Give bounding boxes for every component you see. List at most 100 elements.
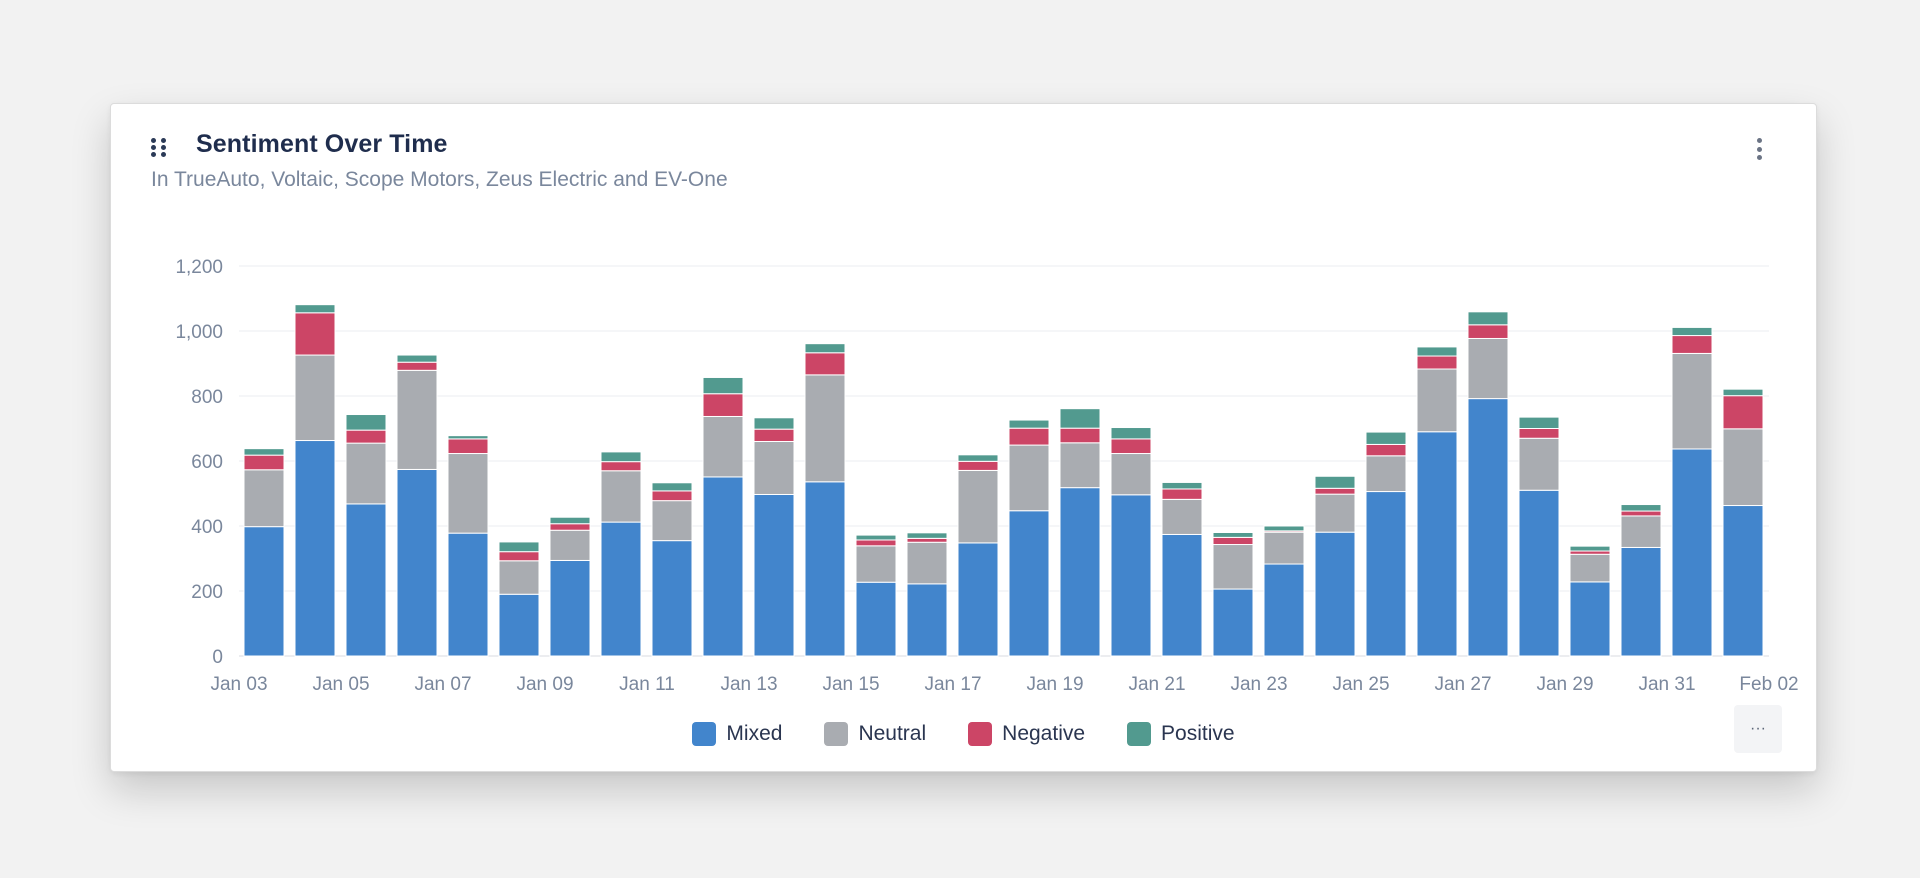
- legend-label: Positive: [1161, 722, 1235, 745]
- x-tick-label: Jan 19: [1026, 674, 1083, 695]
- bar-segment-mixed: [1467, 398, 1509, 657]
- bar-segment-mixed: [1671, 448, 1713, 657]
- bar-segment-positive: [1467, 311, 1509, 326]
- bar-segment-neutral: [702, 415, 744, 478]
- y-tick-label: 200: [191, 582, 223, 603]
- bar-segment-positive: [1518, 416, 1560, 429]
- bar-segment-negative: [906, 537, 948, 543]
- x-tick-label: Jan 03: [210, 674, 267, 695]
- bar-segment-positive: [753, 417, 795, 430]
- bar-segment-neutral: [1467, 337, 1509, 400]
- bar-segment-positive: [1365, 431, 1407, 445]
- bar-segment-neutral: [447, 453, 489, 534]
- bar-segment-negative: [1365, 443, 1407, 457]
- bar-segment-negative: [1467, 324, 1509, 339]
- bar-segment-mixed: [1365, 491, 1407, 657]
- bar-segment-neutral: [1212, 544, 1254, 590]
- bar-segment-mixed: [1620, 546, 1662, 657]
- legend-swatch: [692, 722, 717, 746]
- bar-segment-negative: [1059, 427, 1101, 444]
- bar-segment-positive: [345, 414, 387, 431]
- bar-segment-negative: [651, 490, 693, 502]
- y-tick-label: 600: [191, 452, 223, 473]
- bar-segment-positive: [1263, 525, 1305, 532]
- bar-segment-positive: [243, 448, 285, 456]
- bar-segment-positive: [1059, 408, 1101, 429]
- chart-legend: Mixed Neutral Negative Positive: [111, 722, 1816, 746]
- bar-segment-positive: [957, 454, 999, 462]
- bar-segment-neutral: [294, 354, 336, 442]
- x-tick-label: Jan 25: [1332, 674, 1389, 695]
- legend-item-positive[interactable]: Positive: [1127, 722, 1235, 746]
- bar-segment-neutral: [906, 541, 948, 585]
- bar-segment-mixed: [243, 526, 285, 657]
- bar-segment-negative: [396, 361, 438, 371]
- bar-segment-positive: [804, 343, 846, 354]
- legend-item-negative[interactable]: Negative: [968, 722, 1085, 746]
- bar-segment-mixed: [906, 583, 948, 657]
- bar-segment-mixed: [651, 540, 693, 657]
- bar-segment-negative: [345, 429, 387, 444]
- x-tick-label: Jan 17: [924, 674, 981, 695]
- bar-segment-neutral: [1161, 498, 1203, 535]
- y-tick-label: 1,200: [175, 257, 223, 278]
- bar-segment-negative: [600, 461, 642, 472]
- sentiment-stacked-bar-chart: 0 200 400 600 800 1,000 1,200 Jan 03 Jan 05 Jan 0…: [175, 257, 1798, 695]
- bar-segment-mixed: [1722, 505, 1764, 657]
- card-subtitle: In TrueAuto, Voltaic, Scope Motors, Zeus…: [151, 168, 728, 191]
- bar-segment-positive: [906, 532, 948, 539]
- bar-segment-positive: [396, 354, 438, 363]
- bar-segment-neutral: [753, 441, 795, 495]
- bar-segment-mixed: [957, 542, 999, 657]
- bar-segment-negative: [702, 393, 744, 417]
- x-tick-label: Jan 15: [822, 674, 879, 695]
- bar-segment-neutral: [1518, 437, 1560, 491]
- bar-segment-negative: [804, 352, 846, 376]
- bar-segment-negative: [243, 454, 285, 471]
- drag-handle-icon[interactable]: [151, 138, 167, 160]
- bar-segment-mixed: [549, 559, 591, 657]
- bar-segment-mixed: [1161, 533, 1203, 657]
- bar-segment-mixed: [804, 481, 846, 657]
- bar-segment-positive: [549, 516, 591, 525]
- kebab-menu-icon[interactable]: [1754, 135, 1764, 163]
- bar-segment-positive: [1212, 532, 1254, 538]
- bar-segment-neutral: [1569, 553, 1611, 583]
- legend-item-mixed[interactable]: Mixed: [692, 722, 782, 746]
- bar-segment-mixed: [753, 493, 795, 657]
- bar-segment-neutral: [1059, 442, 1101, 489]
- bar-segment-neutral: [549, 529, 591, 561]
- x-tick-label: Jan 11: [619, 674, 675, 695]
- bar-segment-mixed: [600, 521, 642, 657]
- bar-segment-mixed: [1314, 531, 1356, 657]
- legend-swatch: [968, 722, 993, 746]
- bar-segment-positive: [1620, 504, 1662, 512]
- bar-segment-mixed: [1518, 489, 1560, 657]
- card-title: Sentiment Over Time: [196, 130, 448, 158]
- bar-segment-mixed: [1059, 487, 1101, 657]
- bar-segment-positive: [447, 435, 489, 440]
- legend-label: Neutral: [858, 722, 927, 745]
- bar-segment-positive: [1314, 475, 1356, 489]
- legend-swatch: [1127, 722, 1152, 746]
- bar-segment-neutral: [651, 500, 693, 542]
- bar-segment-negative: [1671, 335, 1713, 354]
- bar-segment-negative: [549, 523, 591, 531]
- x-tick-label: Jan 07: [414, 674, 471, 695]
- bar-segment-positive: [1008, 419, 1050, 429]
- legend-item-neutral[interactable]: Neutral: [824, 722, 926, 746]
- bar-segment-mixed: [396, 468, 438, 657]
- bar-segment-neutral: [1416, 368, 1458, 433]
- bar-segment-negative: [1008, 427, 1050, 446]
- bar-segment-negative: [294, 312, 336, 356]
- more-options-button[interactable]: ···: [1734, 705, 1782, 753]
- bar-segment-neutral: [1365, 455, 1407, 493]
- bar-segment-negative: [1314, 487, 1356, 495]
- bar-segment-positive: [294, 304, 336, 314]
- bar-segment-neutral: [243, 469, 285, 528]
- bar-segment-positive: [1110, 427, 1152, 440]
- bar-segment-negative: [1212, 536, 1254, 546]
- bar-segment-mixed: [345, 503, 387, 657]
- y-tick-label: 400: [191, 517, 223, 538]
- bar-segment-negative: [957, 460, 999, 471]
